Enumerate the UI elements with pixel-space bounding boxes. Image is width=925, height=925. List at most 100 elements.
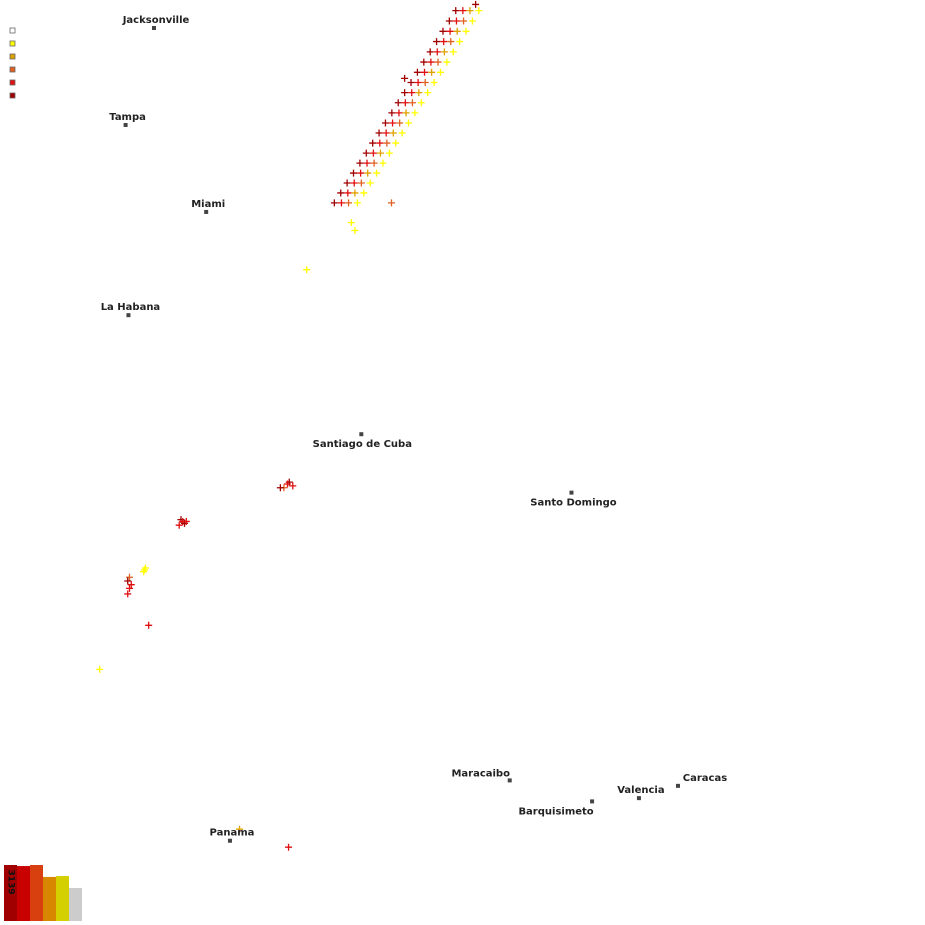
strike (389, 129, 397, 137)
strike (389, 119, 397, 127)
strike (405, 119, 413, 127)
strike (366, 179, 374, 187)
strike (385, 149, 393, 157)
city-label: Miami (191, 199, 225, 210)
city-label: Santo Domingo (530, 498, 616, 509)
strike (285, 843, 293, 851)
strike (401, 89, 409, 97)
strike (443, 58, 451, 66)
strike (369, 149, 377, 157)
strike (356, 159, 364, 167)
strike (417, 99, 425, 107)
strike (407, 78, 415, 86)
strike (456, 38, 464, 46)
strike (362, 149, 370, 157)
strike (439, 27, 447, 35)
strike (402, 109, 410, 117)
strike (415, 89, 423, 97)
strike (363, 159, 371, 167)
strike (411, 109, 419, 117)
city-label: Caracas (683, 773, 727, 784)
strike (452, 7, 460, 15)
strike (236, 825, 244, 833)
strike (392, 139, 400, 147)
strike (388, 109, 396, 117)
strike (453, 27, 461, 35)
strike (401, 74, 409, 82)
city-label: Barquisimeto (518, 806, 593, 817)
strike (446, 27, 454, 35)
strike (353, 199, 361, 207)
strike (426, 48, 434, 56)
strike (350, 179, 358, 187)
strike (289, 482, 297, 490)
strike (430, 78, 438, 86)
strike (427, 58, 435, 66)
strike (126, 573, 134, 581)
city-label: La Habana (101, 302, 161, 313)
strike (420, 58, 428, 66)
strike (124, 590, 132, 598)
strike (428, 68, 436, 76)
strike (401, 99, 409, 107)
city-dot (359, 432, 364, 437)
histogram-bar (30, 865, 43, 921)
strike (447, 38, 455, 46)
city-dot (152, 26, 156, 30)
strike (440, 38, 448, 46)
strike (379, 159, 387, 167)
strike (330, 199, 338, 207)
city-dot (123, 122, 128, 127)
strike (449, 48, 457, 56)
strike (472, 0, 480, 8)
strike (127, 581, 135, 589)
strike (351, 189, 359, 197)
strike (387, 199, 395, 207)
strike (424, 89, 432, 97)
strike (376, 149, 384, 157)
strike (459, 7, 467, 15)
city-dot (590, 799, 595, 804)
strike (445, 17, 453, 25)
strike (126, 584, 134, 592)
strike (433, 38, 441, 46)
city-dot (126, 313, 131, 318)
city-dot (636, 796, 641, 801)
strike (382, 129, 390, 137)
legend-swatch (9, 92, 16, 99)
strike (357, 179, 365, 187)
strike (369, 139, 377, 147)
city-dot (227, 838, 232, 843)
legend-swatch (9, 53, 16, 60)
city-label: Santiago de Cuba (313, 439, 412, 450)
strike (466, 7, 474, 15)
strike (413, 68, 421, 76)
histogram-bar (17, 866, 30, 921)
strike (145, 621, 153, 629)
strike (337, 189, 345, 197)
strike (96, 665, 104, 673)
strike (434, 58, 442, 66)
city-dot (507, 778, 512, 783)
strike (303, 266, 311, 274)
strike (433, 48, 441, 56)
strike (421, 78, 429, 86)
city-label: Maracaibo (451, 768, 510, 779)
strike (283, 480, 291, 488)
strike (343, 179, 351, 187)
strike (370, 159, 378, 167)
strike (364, 169, 372, 177)
legend-swatch (9, 27, 16, 34)
strike (408, 99, 416, 107)
strike (381, 119, 389, 127)
strike (395, 109, 403, 117)
strike (357, 169, 365, 177)
city-dot (204, 209, 209, 214)
strike (360, 189, 368, 197)
histogram-bar (56, 876, 69, 921)
strike (140, 568, 148, 576)
strike (421, 68, 429, 76)
strike (347, 219, 355, 227)
strike (414, 78, 422, 86)
